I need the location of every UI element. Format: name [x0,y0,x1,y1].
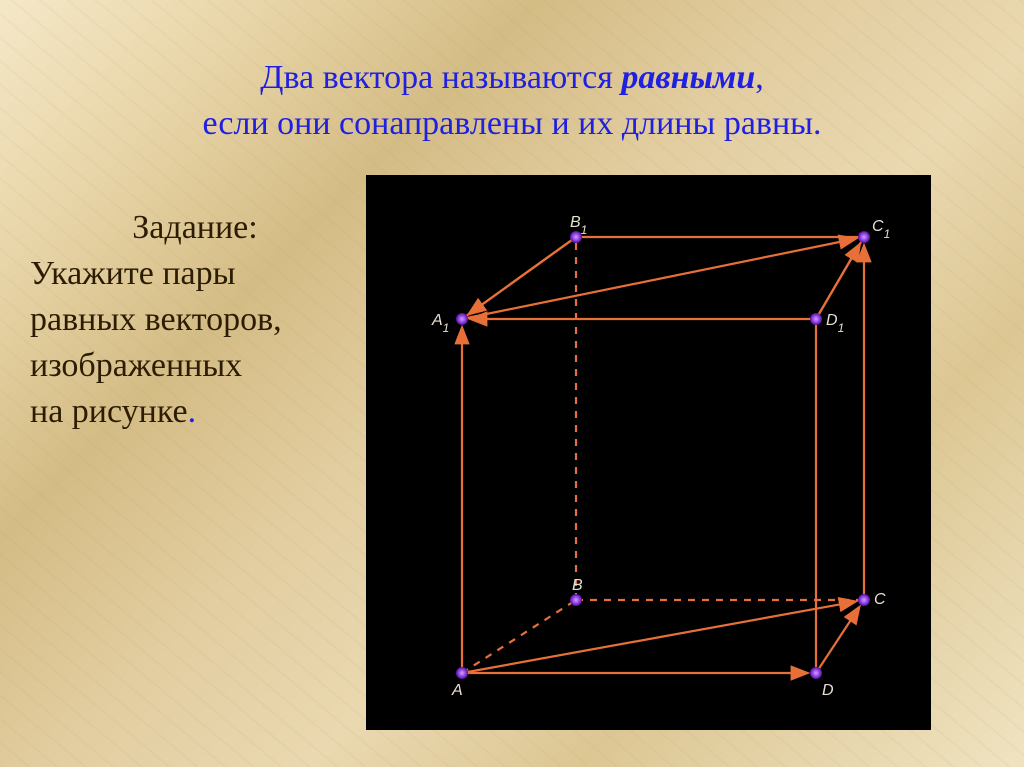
title-line-2: если они сонаправлены и их длины равны. [0,101,1024,147]
vertex-C [858,594,870,606]
vertex-label-A1: A1 [431,312,449,335]
title-tail: , [755,59,764,96]
vertex-C1 [858,231,870,243]
vertex-D [810,667,822,679]
cube-diagram: ADBCA1D1B1C1 [366,175,931,730]
vertex-label-D1: D1 [826,312,844,335]
solid-edges [462,237,864,673]
vertex-label-B: B [572,577,583,594]
vertex-label-D: D [822,682,834,699]
vertex-labels: ADBCA1D1B1C1 [431,214,890,699]
task-line-3: изображенных [30,343,360,389]
vertex-label-A: A [451,682,463,699]
vertices [456,231,870,679]
vertex-A [456,667,468,679]
vertex-B [570,594,582,606]
dashed-edges [462,237,864,673]
task-period: . [188,393,197,430]
vertex-label-C1: C1 [872,218,890,241]
vertex-label-C: C [874,591,886,608]
diagonals [462,239,854,673]
task-line-4: на рисунке. [30,389,360,435]
cube-svg: ADBCA1D1B1C1 [366,175,931,730]
title-block: Два вектора называются равными, если они… [0,55,1024,147]
slide: Два вектора называются равными, если они… [0,0,1024,767]
task-block: Задание: Укажите пары равных векторов, и… [30,205,360,434]
title-line-1: Два вектора называются равными, [0,55,1024,101]
task-title: Задание: [30,205,360,251]
title-plain: Два вектора называются [260,59,621,96]
task-line-1: Укажите пары [30,251,360,297]
vertex-D1 [810,313,822,325]
title-emphasis: равными [621,59,755,96]
task-line-2: равных векторов, [30,297,360,343]
vertex-A1 [456,313,468,325]
